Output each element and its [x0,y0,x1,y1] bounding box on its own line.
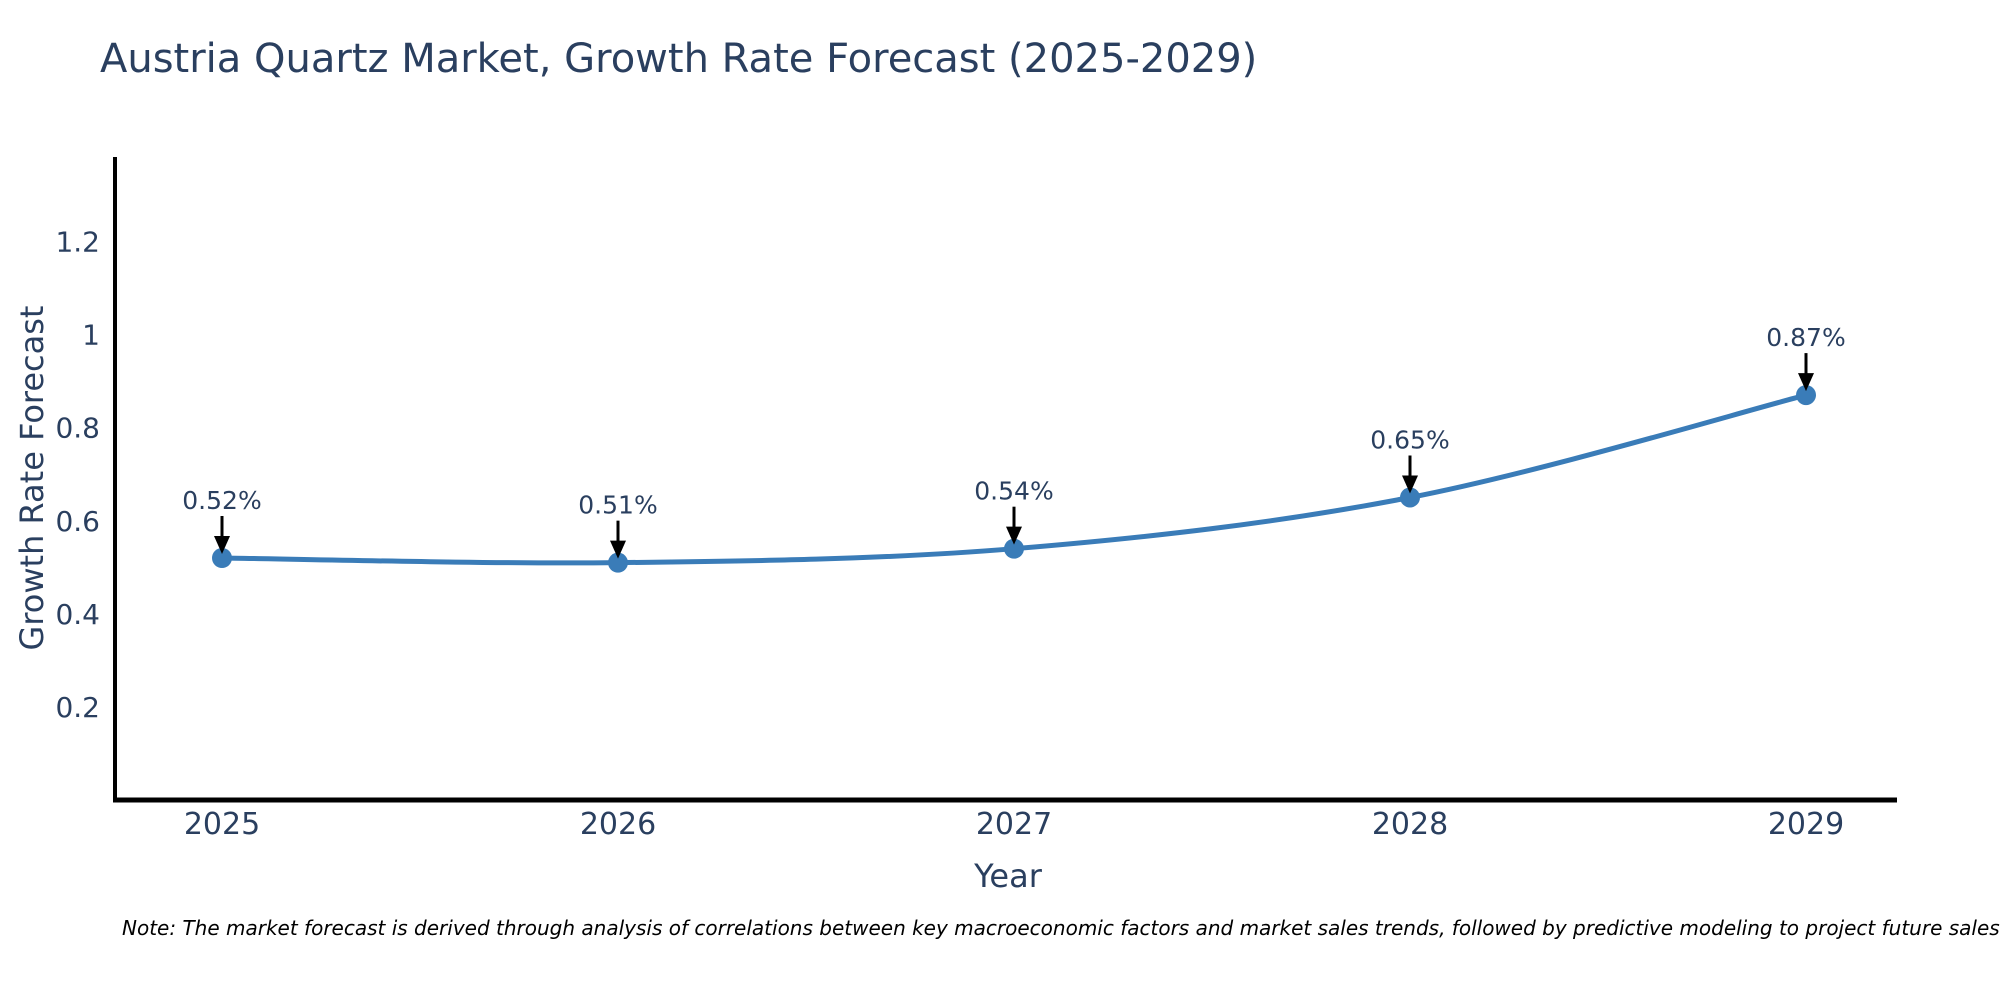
data-point-marker [212,547,232,568]
annotation-arrowhead [1798,373,1814,392]
x-tick-label: 2027 [976,807,1052,842]
data-point-marker [1400,487,1420,508]
data-point-label: 0.87% [1766,323,1845,352]
x-tick-label: 2025 [184,807,260,842]
data-point-marker [608,552,628,573]
data-point-marker [1796,385,1816,406]
y-tick-label: 1 [82,319,100,352]
annotation-arrowhead [1402,475,1418,494]
data-point-marker [1004,538,1024,559]
data-point-label: 0.65% [1370,425,1449,454]
y-tick-label: 0.2 [55,691,100,724]
x-tick-label: 2028 [1372,807,1448,842]
y-tick-label: 1.2 [55,226,100,259]
y-tick-label: 0.4 [55,598,100,631]
y-tick-label: 0.8 [55,412,100,445]
footnote-text: Note: The market forecast is derived thr… [122,916,2000,940]
x-tick-label: 2026 [580,807,656,842]
data-point-label: 0.54% [974,477,1053,506]
annotation-arrowhead [214,535,230,554]
annotation-arrowhead [1006,526,1022,545]
x-tick-label: 2029 [1768,807,1844,842]
annotation-arrowhead [610,540,626,559]
data-point-label: 0.52% [182,486,261,515]
x-axis-title: Year [974,857,1042,895]
chart-title: Austria Quartz Market, Growth Rate Forec… [100,36,1258,82]
y-tick-label: 0.6 [55,505,100,538]
data-point-label: 0.51% [578,491,657,520]
y-axis-title: Growth Rate Forecast [13,305,51,651]
